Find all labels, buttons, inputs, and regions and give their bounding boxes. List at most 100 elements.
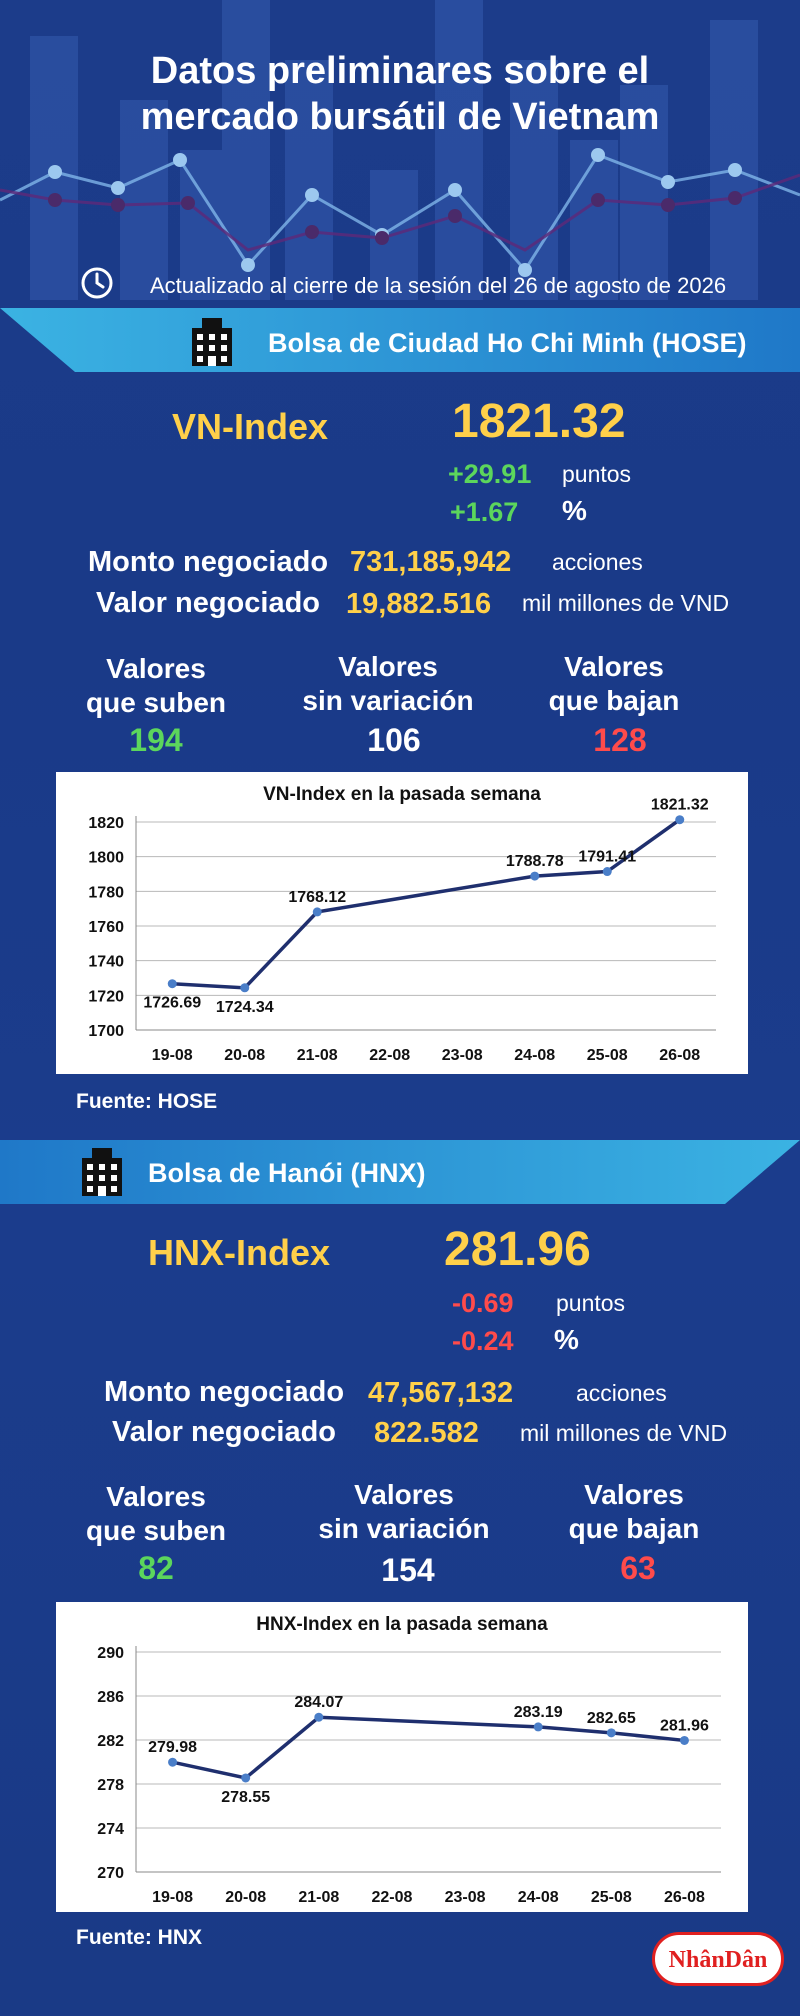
hose-chart-title: VN-Index en la pasada semana — [263, 784, 541, 805]
hnx-change-points: -0.69 — [452, 1288, 514, 1318]
nhandan-logo-text: NhânDân — [668, 1947, 768, 1973]
data-label: 1726.69 — [143, 995, 201, 1012]
hose-flat-label-2: sin variación — [302, 685, 474, 716]
hnx-flat-label-1: Valores — [354, 1479, 454, 1510]
data-label: 1724.34 — [216, 999, 274, 1016]
data-point — [606, 1728, 616, 1738]
series-line — [172, 1715, 685, 1780]
x-tick-label: 19-08 — [152, 1047, 193, 1064]
hose-down-label-2: que bajan — [548, 685, 680, 716]
hose-change-percent: +1.67 — [450, 497, 519, 527]
title-line-2: mercado bursátil de Vietnam — [140, 96, 660, 138]
hose-points-label: puntos — [562, 461, 632, 487]
x-tick-label: 22-08 — [371, 1889, 412, 1906]
hnx-down-label-2: que bajan — [568, 1513, 700, 1544]
hnx-down-label: Valores que bajan — [504, 1478, 764, 1546]
y-tick-label: 1720 — [88, 988, 124, 1005]
hnx-points-label: puntos — [556, 1290, 626, 1316]
x-tick-label: 25-08 — [591, 1889, 632, 1906]
y-tick-label: 1780 — [88, 884, 124, 901]
data-point — [168, 1757, 178, 1767]
hnx-chart-svg: 270 274 278 282 286 290 19-08 20-08 21-08 22-08 23… — [97, 1645, 721, 1906]
hnx-flat-label: Valores sin variación — [274, 1478, 534, 1546]
hnx-down-label-1: Valores — [584, 1479, 684, 1510]
building-icon — [82, 1148, 122, 1196]
hero-decoration — [0, 0, 800, 300]
hnx-flat-count: 154 — [381, 1552, 435, 1588]
y-tick-label: 1820 — [88, 815, 124, 832]
hose-up-label-2: que suben — [85, 687, 226, 718]
hose-source: Fuente: HOSE — [76, 1090, 218, 1113]
hnx-value-label: Valor negociado — [112, 1416, 336, 1448]
hose-change-points: +29.91 — [448, 459, 532, 489]
hose-index-value: 1821.32 — [452, 395, 626, 448]
x-tick-label: 24-08 — [514, 1047, 555, 1064]
hose-volume-value: 731,185,942 — [350, 546, 512, 578]
y-tick-label: 1700 — [88, 1023, 124, 1040]
data-label: 1768.12 — [288, 889, 346, 906]
hnx-chart-title: HNX-Index en la pasada semana — [256, 1614, 548, 1635]
data-point — [679, 1735, 689, 1745]
hnx-value-unit: mil millones de VND — [520, 1420, 728, 1446]
y-tick-label: 290 — [97, 1645, 124, 1662]
data-point — [241, 1773, 251, 1783]
data-label: 281.96 — [660, 1717, 709, 1734]
x-tick-label: 23-08 — [442, 1047, 483, 1064]
data-point — [602, 867, 612, 877]
series-line — [172, 818, 681, 990]
nhandan-logo: NhânDân — [652, 1932, 784, 1986]
data-label: 1788.78 — [506, 853, 564, 870]
hnx-index-name: HNX-Index — [148, 1232, 331, 1273]
hose-down-label: Valores que bajan — [484, 650, 744, 718]
x-tick-label: 20-08 — [225, 1889, 266, 1906]
data-point — [675, 815, 685, 825]
hnx-volume-unit: acciones — [576, 1380, 667, 1406]
hose-flat-count: 106 — [367, 722, 421, 758]
data-label: 1791.41 — [578, 849, 636, 866]
hnx-source: Fuente: HNX — [76, 1926, 202, 1949]
y-tick-label: 1760 — [88, 919, 124, 936]
hose-up-label-1: Valores — [106, 653, 206, 684]
hnx-flat-label-2: sin variación — [318, 1513, 490, 1544]
x-tick-label: 20-08 — [224, 1047, 265, 1064]
data-label: 283.19 — [514, 1704, 563, 1721]
hnx-value-value: 822.582 — [374, 1417, 479, 1449]
hose-up-count: 194 — [129, 722, 183, 758]
data-point — [167, 979, 177, 989]
data-label: 282.65 — [587, 1710, 636, 1727]
hnx-down-count: 63 — [620, 1550, 656, 1586]
y-tick-label: 286 — [97, 1689, 124, 1706]
data-point — [240, 983, 250, 993]
updated-timestamp: Actualizado al cierre de la sesión del 2… — [150, 273, 727, 298]
data-point — [314, 1712, 324, 1722]
hose-volume-unit: acciones — [552, 549, 643, 575]
hnx-volume-value: 47,567,132 — [368, 1377, 514, 1409]
hose-chart-svg: 1700 1720 1740 1760 1780 1800 1820 19-08 20-08 21… — [88, 797, 716, 1064]
hnx-up-label-2: que suben — [85, 1515, 226, 1546]
x-tick-label: 21-08 — [297, 1047, 338, 1064]
x-tick-label: 22-08 — [369, 1047, 410, 1064]
hose-flat-label-1: Valores — [338, 651, 438, 682]
hose-value-label: Valor negociado — [96, 587, 320, 619]
hnx-banner-title: Bolsa de Hanói (HNX) — [148, 1158, 426, 1188]
y-tick-label: 282 — [97, 1733, 124, 1750]
hose-value-unit: mil millones de VND — [522, 590, 730, 616]
hose-banner-title: Bolsa de Ciudad Ho Chi Minh (HOSE) — [268, 328, 747, 358]
x-tick-label: 24-08 — [518, 1889, 559, 1906]
x-tick-label: 21-08 — [298, 1889, 339, 1906]
clock-icon — [81, 267, 113, 299]
x-tick-label: 26-08 — [664, 1889, 705, 1906]
hose-index-name: VN-Index — [172, 406, 329, 447]
x-tick-label: 19-08 — [152, 1889, 193, 1906]
y-tick-label: 1740 — [88, 954, 124, 971]
hose-flat-label: Valores sin variación — [258, 650, 518, 718]
hose-percent-label: % — [562, 495, 587, 526]
x-tick-label: 25-08 — [587, 1047, 628, 1064]
y-tick-label: 1800 — [88, 850, 124, 867]
y-tick-label: 270 — [97, 1865, 124, 1882]
hnx-up-label: Valores que suben — [26, 1480, 286, 1548]
hnx-index-value: 281.96 — [444, 1223, 591, 1276]
hnx-volume-label: Monto negociado — [104, 1376, 345, 1408]
hero-background — [0, 0, 800, 300]
